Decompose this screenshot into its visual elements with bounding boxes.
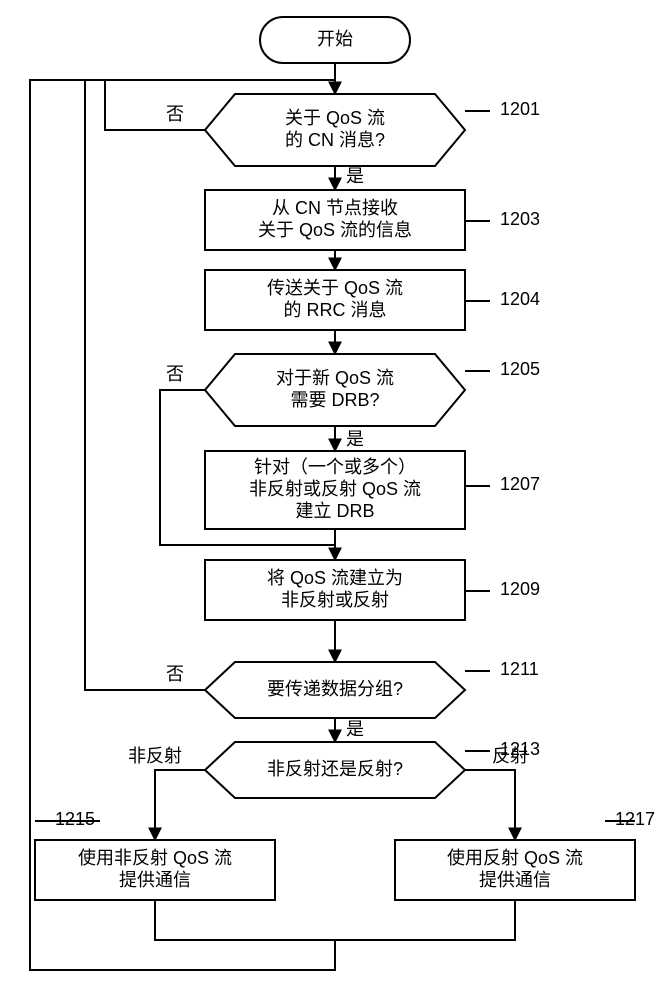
ref-number: 1213 (500, 739, 540, 759)
node-text: 使用非反射 QoS 流 (78, 848, 232, 868)
node-text: 要传递数据分组? (267, 679, 403, 699)
ref-number: 1207 (500, 474, 540, 494)
node-text: 从 CN 节点接收 (272, 198, 398, 218)
node-text: 使用反射 QoS 流 (447, 848, 583, 868)
node-text: 针对（一个或多个） (254, 457, 416, 477)
node-text: 提供通信 (479, 870, 551, 890)
node-text: 关于 QoS 流 (285, 108, 385, 128)
node-text: 将 QoS 流建立为 (267, 568, 403, 588)
ref-number: 1215 (55, 809, 95, 829)
ref-number: 1211 (500, 659, 539, 679)
edge-label: 是 (346, 166, 364, 186)
node-text: 的 CN 消息? (285, 130, 385, 150)
node-text: 的 RRC 消息 (284, 300, 387, 320)
edge-label: 非反射 (128, 746, 182, 766)
node-text: 非反射还是反射? (267, 759, 403, 779)
node-text: 需要 DRB? (290, 390, 379, 410)
edge-label: 否 (166, 364, 184, 384)
edge-label: 否 (166, 104, 184, 124)
ref-number: 1217 (615, 809, 655, 829)
ref-number: 1203 (500, 209, 540, 229)
flow-edge (335, 900, 515, 940)
ref-number: 1201 (500, 99, 540, 119)
edge-label: 否 (166, 664, 184, 684)
ref-number: 1204 (500, 289, 540, 309)
flow-edge (155, 770, 205, 840)
node-text: 非反射或反射 QoS 流 (249, 479, 421, 499)
node-text: 提供通信 (119, 870, 191, 890)
ref-number: 1209 (500, 579, 540, 599)
flow-edge (155, 900, 335, 940)
node-text: 非反射或反射 (281, 590, 389, 610)
node-text: 对于新 QoS 流 (276, 368, 394, 388)
node-text: 开始 (317, 29, 353, 49)
edge-label: 是 (346, 719, 364, 739)
flow-edge (465, 770, 515, 840)
node-text: 关于 QoS 流的信息 (258, 220, 412, 240)
node-text: 传送关于 QoS 流 (267, 278, 403, 298)
node-text: 建立 DRB (295, 501, 374, 521)
edge-label: 是 (346, 429, 364, 449)
ref-number: 1205 (500, 359, 540, 379)
